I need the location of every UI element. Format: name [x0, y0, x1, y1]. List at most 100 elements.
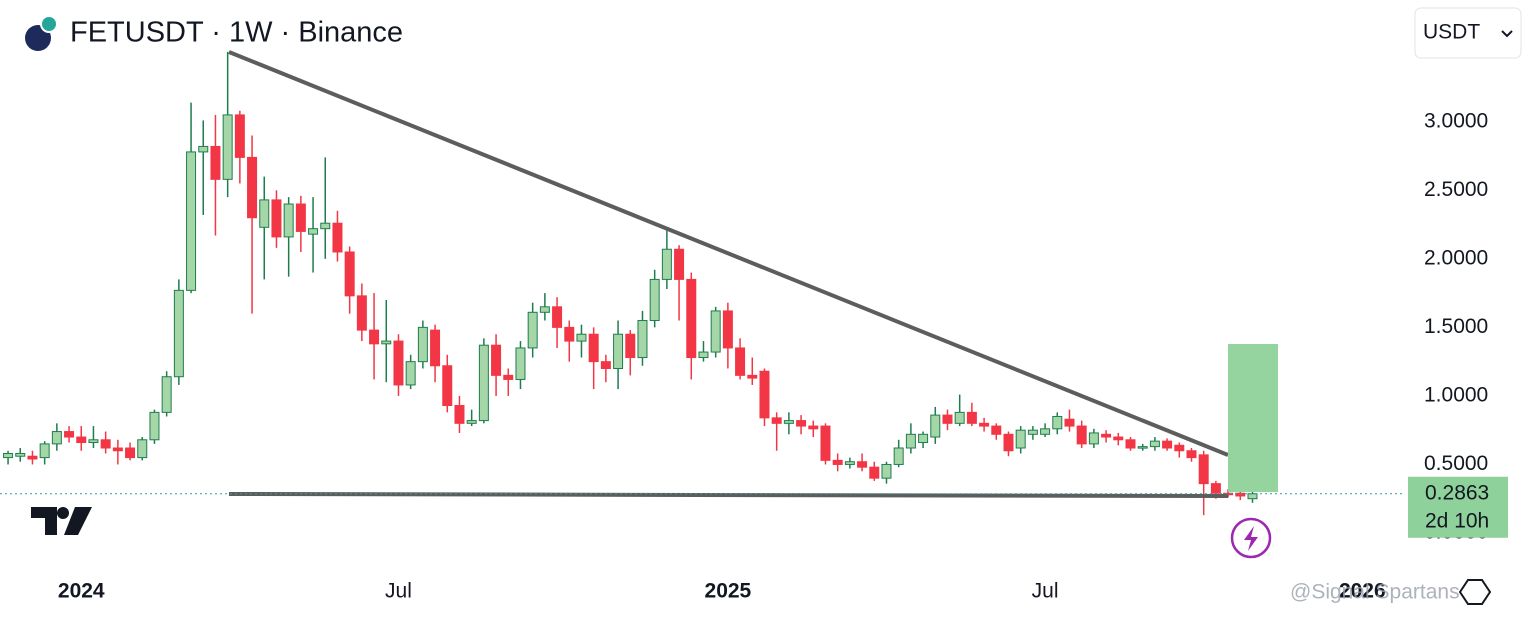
candle-body	[808, 425, 819, 430]
settings-icon[interactable]	[1458, 579, 1492, 605]
candle-body	[1174, 444, 1185, 452]
candle-body	[857, 461, 868, 468]
y-tick-label: 2.0000	[1424, 246, 1488, 269]
chart-title: FETUSDT · 1W · Binance	[70, 17, 403, 49]
candle-body	[442, 365, 453, 407]
y-tick-label: 1.0000	[1424, 383, 1488, 406]
candle-body	[905, 433, 916, 449]
y-tick-label: 2.5000	[1424, 178, 1488, 201]
candle-body	[1198, 454, 1209, 485]
candle-body	[649, 278, 660, 322]
candle-body	[259, 199, 270, 228]
candle-body	[1137, 446, 1148, 449]
candle-body	[991, 425, 1002, 435]
candle-body	[295, 203, 306, 232]
candle-body	[1052, 415, 1063, 430]
candle-body	[966, 411, 977, 424]
candle-body	[637, 320, 648, 359]
candle-body	[539, 306, 550, 313]
candle-body	[1040, 428, 1051, 435]
x-tick-label: 2024	[58, 580, 105, 603]
candle-body	[1076, 425, 1087, 445]
candle-body	[234, 114, 245, 158]
candle-body	[100, 439, 111, 449]
candle-body	[1113, 436, 1124, 441]
candle-body	[820, 425, 831, 461]
candle-body	[405, 361, 416, 386]
candle-body	[661, 248, 672, 280]
candle-body	[417, 326, 428, 363]
candle-body	[173, 289, 184, 378]
candle-body	[552, 306, 563, 328]
candle-body	[125, 447, 136, 459]
target-box	[1228, 344, 1278, 492]
candle-body	[759, 370, 770, 419]
y-tick-label: 3.0000	[1424, 109, 1488, 132]
candle-body	[881, 463, 892, 479]
dropdown-arrow	[1501, 30, 1513, 38]
candle-body	[478, 344, 489, 422]
candle-body	[393, 340, 404, 386]
y-tick-label: 0.5000	[1424, 452, 1488, 475]
candle-body	[625, 333, 636, 359]
x-tick-label: 2026	[1339, 580, 1386, 603]
candle-body	[771, 417, 782, 424]
flash-bolt	[1244, 526, 1258, 551]
candle-body	[674, 248, 685, 280]
candle-body	[515, 347, 526, 380]
candle-body	[527, 311, 538, 349]
last-price-label: 0.2863	[1425, 481, 1489, 504]
candle-body	[722, 310, 733, 349]
candle-body	[1149, 440, 1160, 448]
candle-body	[796, 420, 807, 427]
last-price-box	[1408, 476, 1508, 538]
x-tick-label: 2025	[705, 580, 752, 603]
candle-body	[832, 459, 843, 465]
currency-label[interactable]: USDT	[1423, 21, 1480, 44]
y-tick-label: 1.5000	[1424, 315, 1488, 338]
candle-body	[491, 344, 502, 376]
candle-body	[356, 295, 367, 331]
candle-body	[332, 222, 343, 253]
candle-body	[64, 431, 75, 438]
candle-body	[344, 251, 355, 297]
candle-body	[1223, 492, 1234, 496]
candle-body	[893, 447, 904, 465]
watermark: @Signal Spartans	[1290, 581, 1460, 604]
candle-body	[869, 466, 880, 479]
candle-body	[161, 376, 172, 413]
candle-body	[88, 439, 99, 444]
candle-body	[576, 333, 587, 342]
candle-body	[39, 443, 50, 459]
candle-body	[503, 374, 514, 380]
candle-body	[1235, 492, 1246, 497]
candle-body	[613, 333, 624, 369]
x-tick-label: Jul	[385, 580, 412, 603]
candle-body	[1125, 439, 1136, 449]
candle-body	[198, 145, 209, 153]
currency-dropdown[interactable]	[1414, 7, 1522, 59]
candle-body	[1210, 483, 1221, 494]
candle-body	[112, 447, 123, 452]
support-line	[228, 492, 1229, 498]
candle-body	[283, 203, 294, 238]
candle-body	[1015, 429, 1026, 449]
candle-body	[76, 436, 87, 444]
candle-body	[747, 374, 758, 379]
candle-body	[381, 340, 392, 345]
candle-body	[1186, 450, 1197, 459]
candle-body	[954, 411, 965, 424]
candle-body	[247, 156, 258, 219]
candle-body	[186, 151, 197, 291]
x-tick-label: Jul	[1032, 580, 1059, 603]
candle-body	[698, 351, 709, 359]
candle-body	[588, 333, 599, 363]
candle-body	[930, 414, 941, 438]
candle-body	[466, 420, 477, 424]
candle-body	[271, 199, 282, 238]
candle-body	[149, 411, 160, 441]
candle-body	[564, 326, 575, 342]
candle-body	[15, 452, 26, 457]
candle-body	[430, 329, 441, 367]
